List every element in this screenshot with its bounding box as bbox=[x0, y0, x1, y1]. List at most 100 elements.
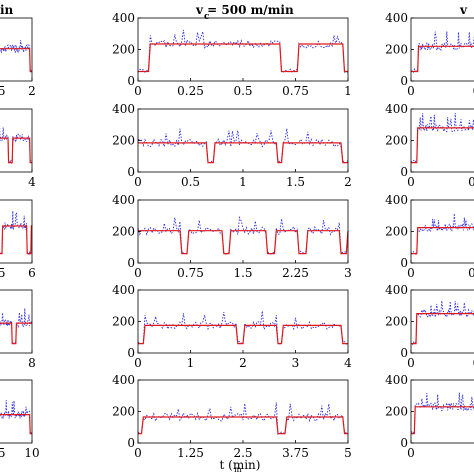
x-tick-label: 1.5 bbox=[0, 84, 6, 98]
x-tick-label: 5 bbox=[344, 446, 352, 460]
panel-right-0: 0 200 400 0 0.15 bbox=[385, 11, 474, 98]
y-tick-label: 200 bbox=[385, 405, 408, 419]
plot-frame bbox=[137, 379, 349, 444]
series-model bbox=[411, 406, 474, 435]
series-measured bbox=[137, 29, 349, 73]
y-tick-label: 0 bbox=[400, 74, 408, 88]
series-model bbox=[411, 313, 474, 345]
x-axis-label-subscript: m bbox=[234, 465, 242, 474]
series-measured bbox=[0, 400, 33, 436]
x-tick-label: 0 bbox=[407, 356, 415, 370]
x-tick-label: 0 bbox=[134, 175, 142, 189]
y-tick-label: 400 bbox=[112, 283, 135, 297]
x-tick-label: 10 bbox=[24, 446, 39, 460]
title-center-subscript: c bbox=[204, 12, 210, 22]
panel-left-3: 68 bbox=[0, 289, 36, 370]
x-tick-label: 7.5 bbox=[0, 446, 6, 460]
series-measured bbox=[0, 126, 33, 165]
panel-left-1: 34 bbox=[0, 108, 36, 189]
x-tick-label: 0 bbox=[407, 84, 415, 98]
plot-frame bbox=[410, 199, 474, 264]
series-measured bbox=[410, 392, 474, 436]
panel-right-2: 0 200 400 0 0.3 bbox=[385, 193, 474, 280]
y-tick-label: 200 bbox=[112, 315, 135, 329]
x-tick-label: 0 bbox=[134, 356, 142, 370]
x-tick-label: 0 bbox=[134, 446, 142, 460]
y-tick-label: 400 bbox=[385, 283, 408, 297]
y-tick-label: 400 bbox=[385, 11, 408, 25]
y-tick-label: 0 bbox=[400, 346, 408, 360]
series-model bbox=[411, 127, 474, 164]
series-model bbox=[0, 414, 32, 435]
y-tick-label: 400 bbox=[385, 102, 408, 116]
series-model bbox=[138, 416, 348, 435]
title-right: v bbox=[459, 3, 468, 17]
title-center: v = 500 m/min c bbox=[195, 3, 294, 22]
series-measured bbox=[0, 40, 32, 73]
x-tick-label: 6 bbox=[28, 266, 36, 280]
y-tick-label: 0 bbox=[127, 436, 135, 450]
series-model bbox=[411, 45, 474, 73]
panel-center-3: 0 200 400 0 1 2 3 4 bbox=[112, 283, 352, 370]
x-tick-label: 0.15 bbox=[473, 84, 474, 98]
series-model bbox=[0, 225, 32, 255]
series-model bbox=[0, 48, 32, 73]
panel-right-1: 0 200 400 0 0.3 bbox=[385, 102, 474, 189]
series-measured bbox=[410, 213, 474, 256]
x-tick-label: 2.5 bbox=[233, 446, 252, 460]
x-tick-label: 8 bbox=[28, 356, 36, 370]
y-tick-label: 200 bbox=[112, 43, 135, 57]
y-tick-label: 200 bbox=[385, 315, 408, 329]
x-tick-label: 1 bbox=[187, 356, 195, 370]
x-tick-label: 0 bbox=[407, 266, 415, 280]
x-tick-label: 2 bbox=[28, 84, 36, 98]
x-tick-label: 3.75 bbox=[282, 446, 309, 460]
y-tick-label: 400 bbox=[385, 193, 408, 207]
y-tick-label: 0 bbox=[127, 256, 135, 270]
y-tick-label: 0 bbox=[400, 256, 408, 270]
series-measured bbox=[137, 128, 349, 164]
plot-frame bbox=[137, 17, 349, 82]
x-tick-label: 0.25 bbox=[177, 84, 204, 98]
y-tick-label: 0 bbox=[400, 165, 408, 179]
x-axis-label: t (min) m bbox=[220, 458, 261, 474]
x-tick-label: 0.5 bbox=[233, 84, 252, 98]
y-tick-label: 0 bbox=[127, 346, 135, 360]
y-tick-label: 200 bbox=[385, 134, 408, 148]
series-model bbox=[138, 43, 348, 73]
series-measured bbox=[137, 402, 349, 436]
title-left: in bbox=[0, 3, 14, 17]
x-tick-label: 4.5 bbox=[0, 266, 6, 280]
series-model bbox=[138, 142, 348, 164]
x-tick-label: 0 bbox=[134, 266, 142, 280]
panel-center-4: 0 200 400 0 1.25 2.5 3.75 5 bbox=[112, 373, 352, 460]
panel-center-1: 0 200 400 0 0.5 1 1.5 2 bbox=[112, 102, 352, 189]
y-tick-label: 200 bbox=[112, 405, 135, 419]
x-tick-label: 1.5 bbox=[233, 266, 252, 280]
y-tick-label: 0 bbox=[127, 74, 135, 88]
x-tick-label: 1 bbox=[239, 175, 247, 189]
y-tick-label: 0 bbox=[127, 165, 135, 179]
series-model bbox=[0, 322, 32, 345]
series-model bbox=[411, 227, 474, 255]
y-tick-label: 0 bbox=[400, 436, 408, 450]
series-model bbox=[138, 230, 349, 255]
plot-frame bbox=[410, 289, 474, 354]
x-tick-label: 3 bbox=[344, 266, 352, 280]
x-tick-label: 1.5 bbox=[286, 175, 305, 189]
panel-left-4: 7.5 10 bbox=[0, 379, 40, 460]
x-tick-label: 0.75 bbox=[177, 266, 204, 280]
x-tick-label: 0 bbox=[407, 175, 415, 189]
series-measured bbox=[410, 300, 474, 346]
x-tick-label: 0.75 bbox=[473, 356, 474, 370]
plot-frame bbox=[0, 17, 33, 82]
x-tick-label: 3 bbox=[292, 356, 300, 370]
y-tick-label: 200 bbox=[385, 225, 408, 239]
x-tick-label: 2 bbox=[239, 356, 247, 370]
y-tick-label: 400 bbox=[112, 373, 135, 387]
plot-frame bbox=[0, 379, 33, 444]
series-model bbox=[138, 324, 348, 345]
x-tick-label: 1.25 bbox=[177, 446, 204, 460]
